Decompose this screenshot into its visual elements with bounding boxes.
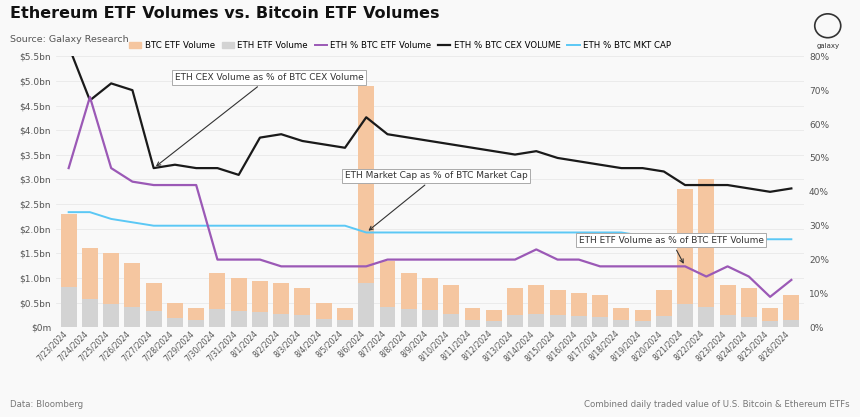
Bar [550,290,566,327]
Bar [740,288,757,327]
Bar [273,314,289,327]
Text: ETH Market Cap as % of BTC Market Cap: ETH Market Cap as % of BTC Market Cap [345,171,528,230]
Text: ETH CEX Volume as % of BTC CEX Volume: ETH CEX Volume as % of BTC CEX Volume [157,73,364,166]
Bar [720,314,735,327]
Bar [443,314,459,327]
Bar [783,295,799,327]
Bar [359,86,374,327]
Bar [401,273,417,327]
Bar [422,278,438,327]
Bar [252,311,268,327]
Bar [486,310,501,327]
Bar [698,179,715,327]
Text: ETH ETF Volume as % of BTC ETF Volume: ETH ETF Volume as % of BTC ETF Volume [579,236,764,263]
Bar [210,273,225,327]
Bar [571,316,587,327]
Bar [571,293,587,327]
Bar [507,288,523,327]
Bar [61,287,77,327]
Bar [592,317,608,327]
Bar [635,322,650,327]
Text: Data: Bloomberg: Data: Bloomberg [10,400,83,409]
Bar [422,310,438,327]
Bar [740,317,757,327]
Bar [125,263,140,327]
Bar [82,249,98,327]
Bar [252,281,268,327]
Bar [61,214,77,327]
Bar [294,288,310,327]
Bar [762,308,778,327]
Bar [379,261,396,327]
Bar [379,306,396,327]
Bar [337,308,353,327]
Bar [103,304,120,327]
Bar [677,304,693,327]
Bar [720,286,735,327]
Bar [359,283,374,327]
Bar [464,308,481,327]
Bar [125,306,140,327]
Bar [507,314,523,327]
Bar [613,320,630,327]
Bar [528,286,544,327]
Bar [464,320,481,327]
Bar [188,320,204,327]
Bar [210,309,225,327]
Bar [443,286,459,327]
Bar [486,322,501,327]
Bar [528,314,544,327]
Bar [337,320,353,327]
Bar [783,320,799,327]
Bar [613,308,630,327]
Bar [635,310,650,327]
Bar [167,303,183,327]
Bar [145,283,162,327]
Bar [103,254,120,327]
Bar [230,278,247,327]
Bar [230,311,247,327]
Text: Combined daily traded value of U.S. Bitcoin & Ethereum ETFs: Combined daily traded value of U.S. Bitc… [584,400,850,409]
Bar [550,314,566,327]
Bar [82,299,98,327]
Bar [188,308,204,327]
Text: Source: Galaxy Research: Source: Galaxy Research [10,35,129,45]
Bar [294,314,310,327]
Bar [762,322,778,327]
Bar [145,311,162,327]
Legend: BTC ETF Volume, ETH ETF Volume, ETH % BTC ETF Volume, ETH % BTC CEX VOLUME, ETH : BTC ETF Volume, ETH ETF Volume, ETH % BT… [126,38,674,53]
Text: galaxy: galaxy [816,43,839,49]
Bar [677,189,693,327]
Bar [656,290,672,327]
Text: Ethereum ETF Volumes vs. Bitcoin ETF Volumes: Ethereum ETF Volumes vs. Bitcoin ETF Vol… [10,6,439,21]
Bar [167,319,183,327]
Bar [273,283,289,327]
Bar [401,309,417,327]
Bar [656,316,672,327]
Bar [592,295,608,327]
Bar [316,303,332,327]
Bar [698,306,715,327]
Bar [316,319,332,327]
